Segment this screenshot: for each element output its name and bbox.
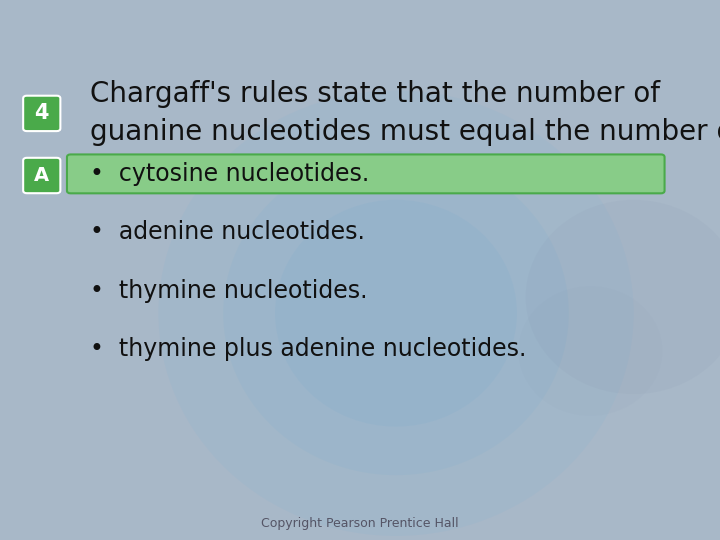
Text: •  adenine nucleotides.: • adenine nucleotides. bbox=[90, 220, 365, 244]
Text: A: A bbox=[34, 166, 50, 185]
Ellipse shape bbox=[158, 90, 634, 536]
Ellipse shape bbox=[518, 286, 662, 416]
Text: •  cytosine nucleotides.: • cytosine nucleotides. bbox=[90, 162, 369, 186]
Text: Copyright Pearson Prentice Hall: Copyright Pearson Prentice Hall bbox=[261, 517, 459, 530]
Ellipse shape bbox=[526, 200, 720, 394]
Text: guanine nucleotides must equal the number of: guanine nucleotides must equal the numbe… bbox=[90, 118, 720, 146]
Text: •  thymine nucleotides.: • thymine nucleotides. bbox=[90, 279, 367, 302]
FancyBboxPatch shape bbox=[23, 96, 60, 131]
Ellipse shape bbox=[275, 200, 517, 427]
Text: Chargaff's rules state that the number of: Chargaff's rules state that the number o… bbox=[90, 80, 660, 109]
Text: •  thymine plus adenine nucleotides.: • thymine plus adenine nucleotides. bbox=[90, 337, 526, 361]
FancyBboxPatch shape bbox=[23, 158, 60, 193]
Text: 4: 4 bbox=[35, 103, 49, 124]
FancyBboxPatch shape bbox=[67, 154, 665, 193]
Ellipse shape bbox=[223, 151, 569, 475]
